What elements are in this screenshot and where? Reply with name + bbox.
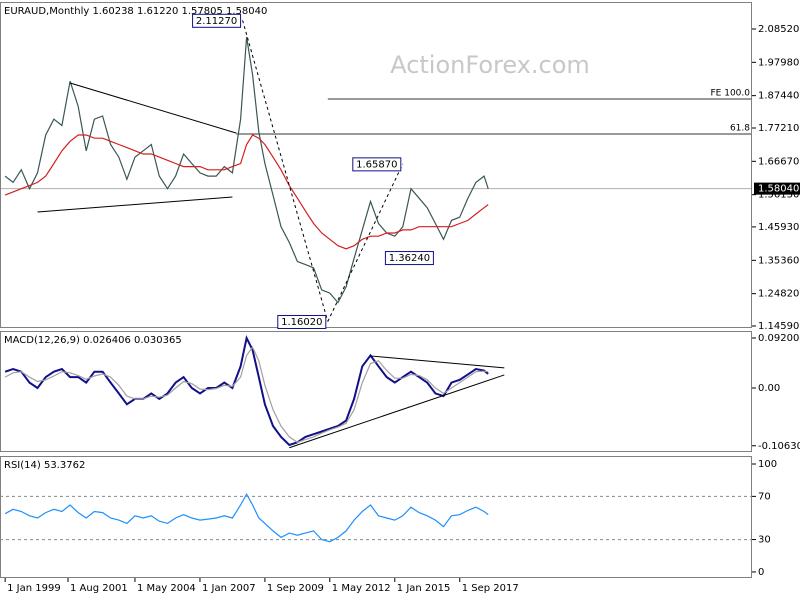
x-tick-label: 1 Jan 2007 <box>202 583 256 594</box>
plot <box>0 20 752 322</box>
x-tick-label: 1 Jan 1999 <box>7 583 61 594</box>
annotation-label: 1.65870 <box>356 159 397 170</box>
y-tick-label: 1.97980 <box>758 57 799 68</box>
current-tag <box>754 182 800 195</box>
trendline <box>370 355 505 369</box>
y-tick-label: 1.66670 <box>758 156 799 167</box>
y-tick-label: 70 <box>758 491 771 502</box>
trendline <box>327 163 404 322</box>
plot <box>4 334 505 449</box>
x-tick-label: 1 May 2012 <box>332 583 391 594</box>
annotation-box <box>277 314 327 329</box>
y-tick-label: 1.77210 <box>758 123 799 134</box>
series-line <box>4 134 489 250</box>
series-line <box>4 36 489 304</box>
x-tick-label: 1 Sep 2017 <box>462 583 519 594</box>
panel-title: MACD(12,26,9) 0.026406 0.030365 <box>4 335 182 346</box>
y-tick-label: -0.106308 <box>758 441 800 452</box>
y-tick-label: 0.00 <box>758 383 780 394</box>
plot <box>4 492 489 543</box>
panel-title: EURAUD,Monthly 1.60238 1.61220 1.57805 1… <box>4 6 267 17</box>
level-label: FE 100.0 <box>711 89 751 99</box>
y-tick-label: 0 <box>758 567 764 578</box>
level-label: 61.8 <box>730 124 750 134</box>
x-tick-label: 1 Aug 2001 <box>70 583 128 594</box>
annotation-box <box>384 251 434 266</box>
y-tick-label: 1.45930 <box>758 222 799 233</box>
trendline <box>289 374 505 449</box>
panel-title: RSI(14) 53.3762 <box>4 460 85 471</box>
x-tick-label: 1 Sep 2009 <box>267 583 324 594</box>
panel-frame <box>0 2 752 328</box>
current-label: 1.58040 <box>758 184 799 195</box>
y-tick-label: 100 <box>758 459 777 470</box>
annotation-label: 1.36240 <box>389 253 430 264</box>
series-line <box>4 334 489 447</box>
y-tick-label: 1.56130 <box>758 190 799 201</box>
x-tick-label: 1 Jan 2015 <box>397 583 451 594</box>
annotation-label: 2.11270 <box>196 16 237 27</box>
y-tick-label: 0.092004 <box>758 333 800 344</box>
panel-frame <box>0 331 752 452</box>
y-tick-label: 2.08520 <box>758 24 799 35</box>
series-line <box>4 492 489 543</box>
panel-frame <box>0 456 752 578</box>
series-line <box>4 346 489 443</box>
trendline <box>242 20 329 322</box>
y-tick-label: 1.14590 <box>758 321 799 332</box>
trendline <box>37 196 233 213</box>
x-tick-label: 1 May 2004 <box>137 583 196 594</box>
y-tick-label: 1.35360 <box>758 255 799 266</box>
y-tick-label: 30 <box>758 535 771 546</box>
trendline <box>69 82 237 134</box>
y-tick-label: 1.87440 <box>758 91 799 102</box>
y-tick-label: 1.24820 <box>758 289 799 300</box>
annotation-box <box>192 13 242 28</box>
annotation-box <box>352 157 402 172</box>
annotation-label: 1.16020 <box>281 317 322 328</box>
watermark: ActionForex.com <box>390 51 590 79</box>
